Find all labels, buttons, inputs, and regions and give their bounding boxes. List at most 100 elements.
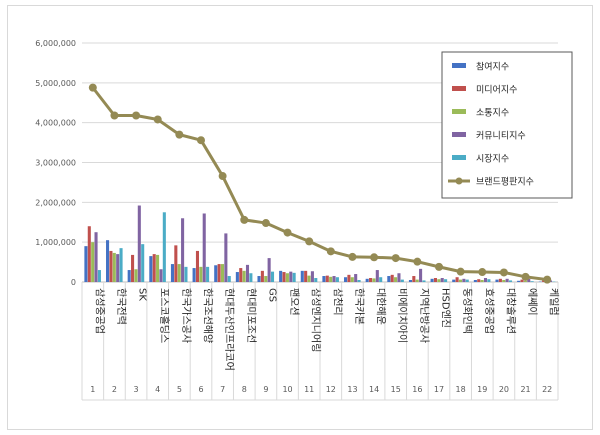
category-label: 삼성엔지니어링	[310, 288, 322, 352]
bar-미디어지수	[260, 270, 264, 282]
category-label: 포스코홀딩스	[158, 288, 171, 343]
bar-미디어지수	[455, 277, 459, 282]
bar-참여지수	[408, 280, 413, 282]
bar-참여지수	[473, 280, 477, 282]
bar-미디어지수	[152, 254, 156, 282]
line-브랜드평판지수	[91, 86, 548, 282]
category-label: 현대미포조선	[245, 288, 257, 343]
bar-미디어지수	[477, 279, 481, 282]
bar-참여지수	[149, 256, 153, 282]
line-point	[543, 275, 552, 284]
bar-참여지수	[430, 278, 434, 282]
line-point	[521, 272, 530, 281]
bar-소통지수	[112, 252, 116, 282]
legend-label: 소통지수	[476, 108, 509, 119]
line-point	[240, 215, 249, 224]
category-number: 5	[177, 385, 182, 394]
bar-소통지수	[480, 280, 484, 282]
bar-시장지수	[270, 271, 275, 282]
category-number: 7	[220, 385, 225, 394]
line-point	[197, 136, 205, 145]
category-number: 10	[282, 385, 292, 394]
bar-커뮤니티지수	[137, 205, 141, 282]
bar-참여지수	[517, 280, 521, 282]
legend-label: 시장지수	[476, 154, 509, 165]
bar-미디어지수	[325, 275, 329, 282]
bar-시장지수	[184, 266, 188, 282]
bar-참여지수	[214, 265, 218, 282]
line-point	[110, 111, 119, 120]
category-label: 한국조선해양	[202, 288, 215, 343]
bar-소통지수	[156, 254, 160, 282]
bar-소통지수	[307, 275, 311, 282]
legend-box	[441, 51, 573, 199]
category-number: 11	[304, 385, 314, 394]
line-point	[283, 228, 292, 237]
category-number: 8	[242, 385, 247, 394]
bar-시장지수	[444, 279, 448, 282]
legend-label: 미디어지수	[476, 85, 517, 96]
bar-미디어지수	[369, 278, 373, 282]
category-number: 6	[198, 385, 203, 394]
legend-swatch	[452, 63, 466, 68]
bar-소통지수	[372, 278, 376, 282]
bar-미디어지수	[304, 270, 308, 282]
y-tick-label: 4,000,000	[35, 119, 76, 128]
line-point	[218, 172, 227, 181]
line-point	[326, 247, 335, 256]
category-label: GS	[266, 288, 277, 302]
bar-시장지수	[97, 270, 101, 282]
line-point	[305, 237, 314, 246]
bar-참여지수	[387, 276, 391, 282]
category-number: 20	[499, 385, 509, 394]
category-label: 현대두산인프라코어	[223, 288, 235, 371]
bar-미디어지수	[520, 279, 524, 282]
category-number: 9	[263, 385, 268, 394]
bar-참여지수	[322, 276, 326, 282]
bar-시장지수	[400, 279, 404, 282]
category-label: 한국카본	[353, 288, 365, 325]
bar-소통지수	[91, 242, 95, 282]
bar-참여지수	[235, 272, 239, 282]
category-number: 4	[155, 385, 160, 394]
bar-소통지수	[285, 273, 289, 282]
bar-커뮤니티지수	[354, 274, 358, 282]
legend-swatch	[452, 155, 466, 160]
line-point	[88, 83, 97, 92]
category-number: 18	[456, 385, 466, 394]
bar-시장지수	[227, 276, 231, 282]
bar-커뮤니티지수	[440, 278, 444, 282]
bar-시장지수	[162, 212, 166, 282]
category-label: 에쎄이	[526, 288, 538, 316]
bar-소통지수	[134, 269, 138, 282]
y-tick-label: 6,000,000	[35, 39, 76, 48]
bar-커뮤니티지수	[483, 278, 488, 282]
legend-label: 참여지수	[476, 61, 509, 73]
legend-swatch	[452, 86, 466, 91]
category-number: 19	[477, 385, 487, 394]
bar-커뮤니티지수	[224, 233, 228, 282]
bar-소통지수	[394, 277, 398, 282]
bar-커뮤니티지수	[505, 278, 509, 282]
bar-시장지수	[487, 279, 491, 282]
line-point	[456, 267, 465, 276]
line-point	[413, 257, 422, 266]
line-point	[261, 219, 270, 228]
bar-커뮤니티지수	[462, 278, 466, 282]
category-number: 17	[434, 385, 444, 394]
bar-커뮤니티지수	[267, 258, 271, 282]
bar-커뮤니티지수	[245, 264, 250, 282]
y-tick-label: 3,000,000	[35, 159, 76, 168]
bar-미디어지수	[498, 278, 502, 282]
category-number: 13	[347, 385, 357, 394]
bar-소통지수	[523, 280, 527, 282]
bar-소통지수	[350, 277, 354, 282]
category-label: 동성화인텍	[461, 288, 473, 334]
bar-커뮤니티지수	[527, 278, 531, 282]
line-point	[153, 115, 162, 124]
bar-미디어지수	[390, 274, 394, 282]
bar-시장지수	[249, 273, 253, 282]
bar-참여지수	[279, 270, 283, 282]
y-tick-label: 1,000,000	[35, 238, 76, 247]
